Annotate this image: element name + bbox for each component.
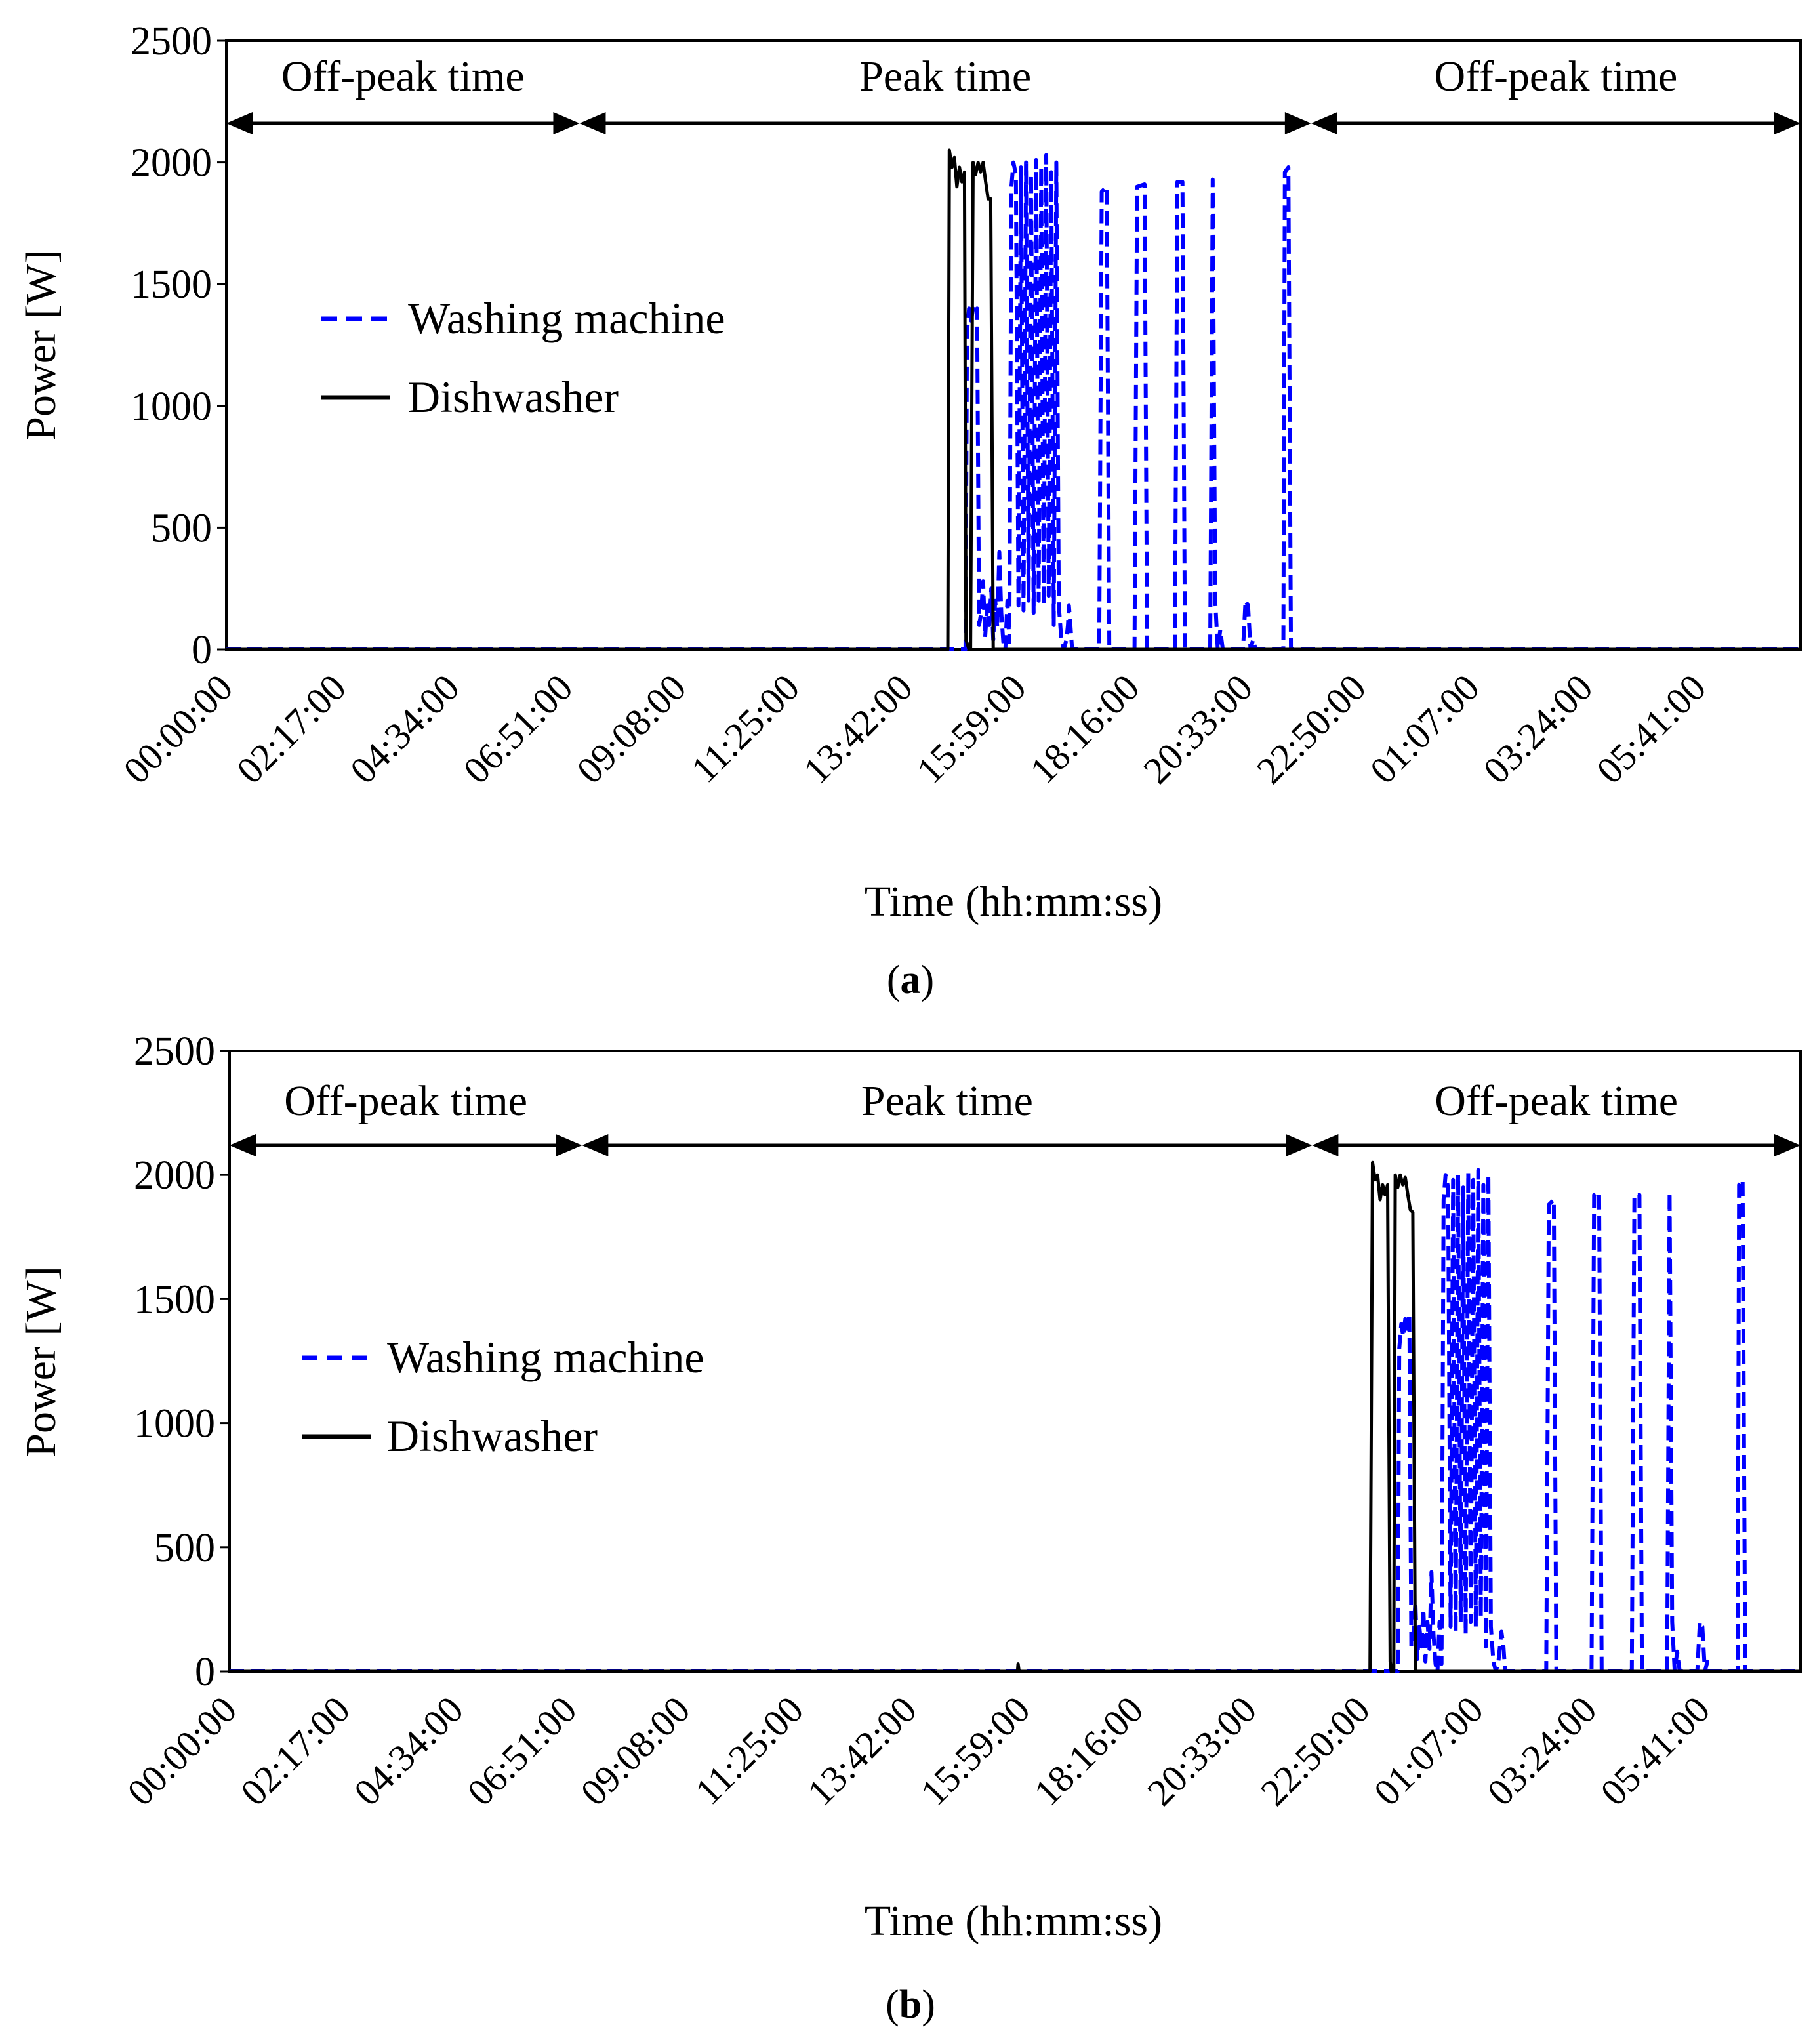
legend-label-washing-machine: Washing machine (408, 293, 725, 343)
series-lines (230, 1160, 1801, 1673)
period-arrowhead-right (556, 1134, 582, 1156)
caption: (a) (887, 958, 934, 1002)
period-label: Off-peak time (281, 52, 525, 100)
series-line-dishwasher (230, 1160, 1801, 1673)
y-axis-title: Power [W] (17, 1266, 65, 1457)
period-arrowhead-left (230, 1134, 256, 1156)
series-line-washing-machine (230, 1168, 1801, 1673)
caption: (b) (886, 1982, 935, 2027)
series-line-washing-machine (226, 153, 1801, 651)
y-tick-label: 2500 (131, 19, 212, 64)
period-arrowhead-left (579, 112, 606, 134)
caption-letter: b (899, 1982, 922, 2027)
y-axis-title: Power [W] (17, 249, 65, 440)
period-label: Off-peak time (284, 1077, 527, 1125)
x-axis-title: Time (hh:mm:ss) (865, 878, 1162, 926)
period-arrowhead-left (1312, 1134, 1339, 1156)
period-label: Peak time (859, 52, 1031, 100)
y-tick-label: 1000 (131, 384, 212, 429)
y-tick-label: 2000 (131, 141, 212, 186)
legend-label-dishwasher: Dishwasher (387, 1411, 598, 1461)
y-tick-label: 500 (151, 506, 212, 550)
y-tick-label: 1000 (134, 1402, 215, 1446)
x-axis-title: Time (hh:mm:ss) (865, 1897, 1162, 1945)
period-arrowhead-right (1284, 112, 1311, 134)
period-arrows: Off-peak time Peak time Off-peak time (226, 52, 1801, 134)
period-label: Peak time (861, 1077, 1033, 1125)
legend-label-dishwasher: Dishwasher (408, 372, 619, 422)
period-arrowhead-right (553, 112, 580, 134)
y-axis-ticks: 0 500 1000 1500 2000 2500 (134, 1029, 230, 1694)
legend-label-washing-machine: Washing machine (387, 1332, 704, 1382)
y-tick-label: 2000 (134, 1153, 215, 1198)
legend: Washing machine Dishwasher (302, 1332, 704, 1461)
y-tick-label: 0 (195, 1650, 215, 1694)
y-tick-label: 500 (154, 1526, 215, 1570)
period-label: Off-peak time (1435, 52, 1678, 100)
period-label: Off-peak time (1435, 1077, 1678, 1125)
period-arrowhead-right (1774, 112, 1801, 134)
y-tick-label: 1500 (131, 262, 212, 307)
series-lines (226, 148, 1801, 651)
period-arrows: Off-peak time Peak time Off-peak time (230, 1077, 1801, 1156)
period-arrowhead-left (1311, 112, 1337, 134)
legend: Washing machine Dishwasher (321, 293, 725, 422)
period-arrowhead-right (1774, 1134, 1801, 1156)
period-arrowhead-left (582, 1134, 609, 1156)
y-tick-label: 0 (192, 628, 212, 672)
period-arrowhead-left (226, 112, 253, 134)
y-tick-label: 1500 (134, 1277, 215, 1322)
y-axis-ticks: 0 500 1000 1500 2000 2500 (131, 19, 226, 672)
series-line-dishwasher (226, 148, 1801, 651)
period-arrowhead-right (1286, 1134, 1313, 1156)
caption-letter: a (901, 958, 921, 1002)
y-tick-label: 2500 (134, 1029, 215, 1074)
